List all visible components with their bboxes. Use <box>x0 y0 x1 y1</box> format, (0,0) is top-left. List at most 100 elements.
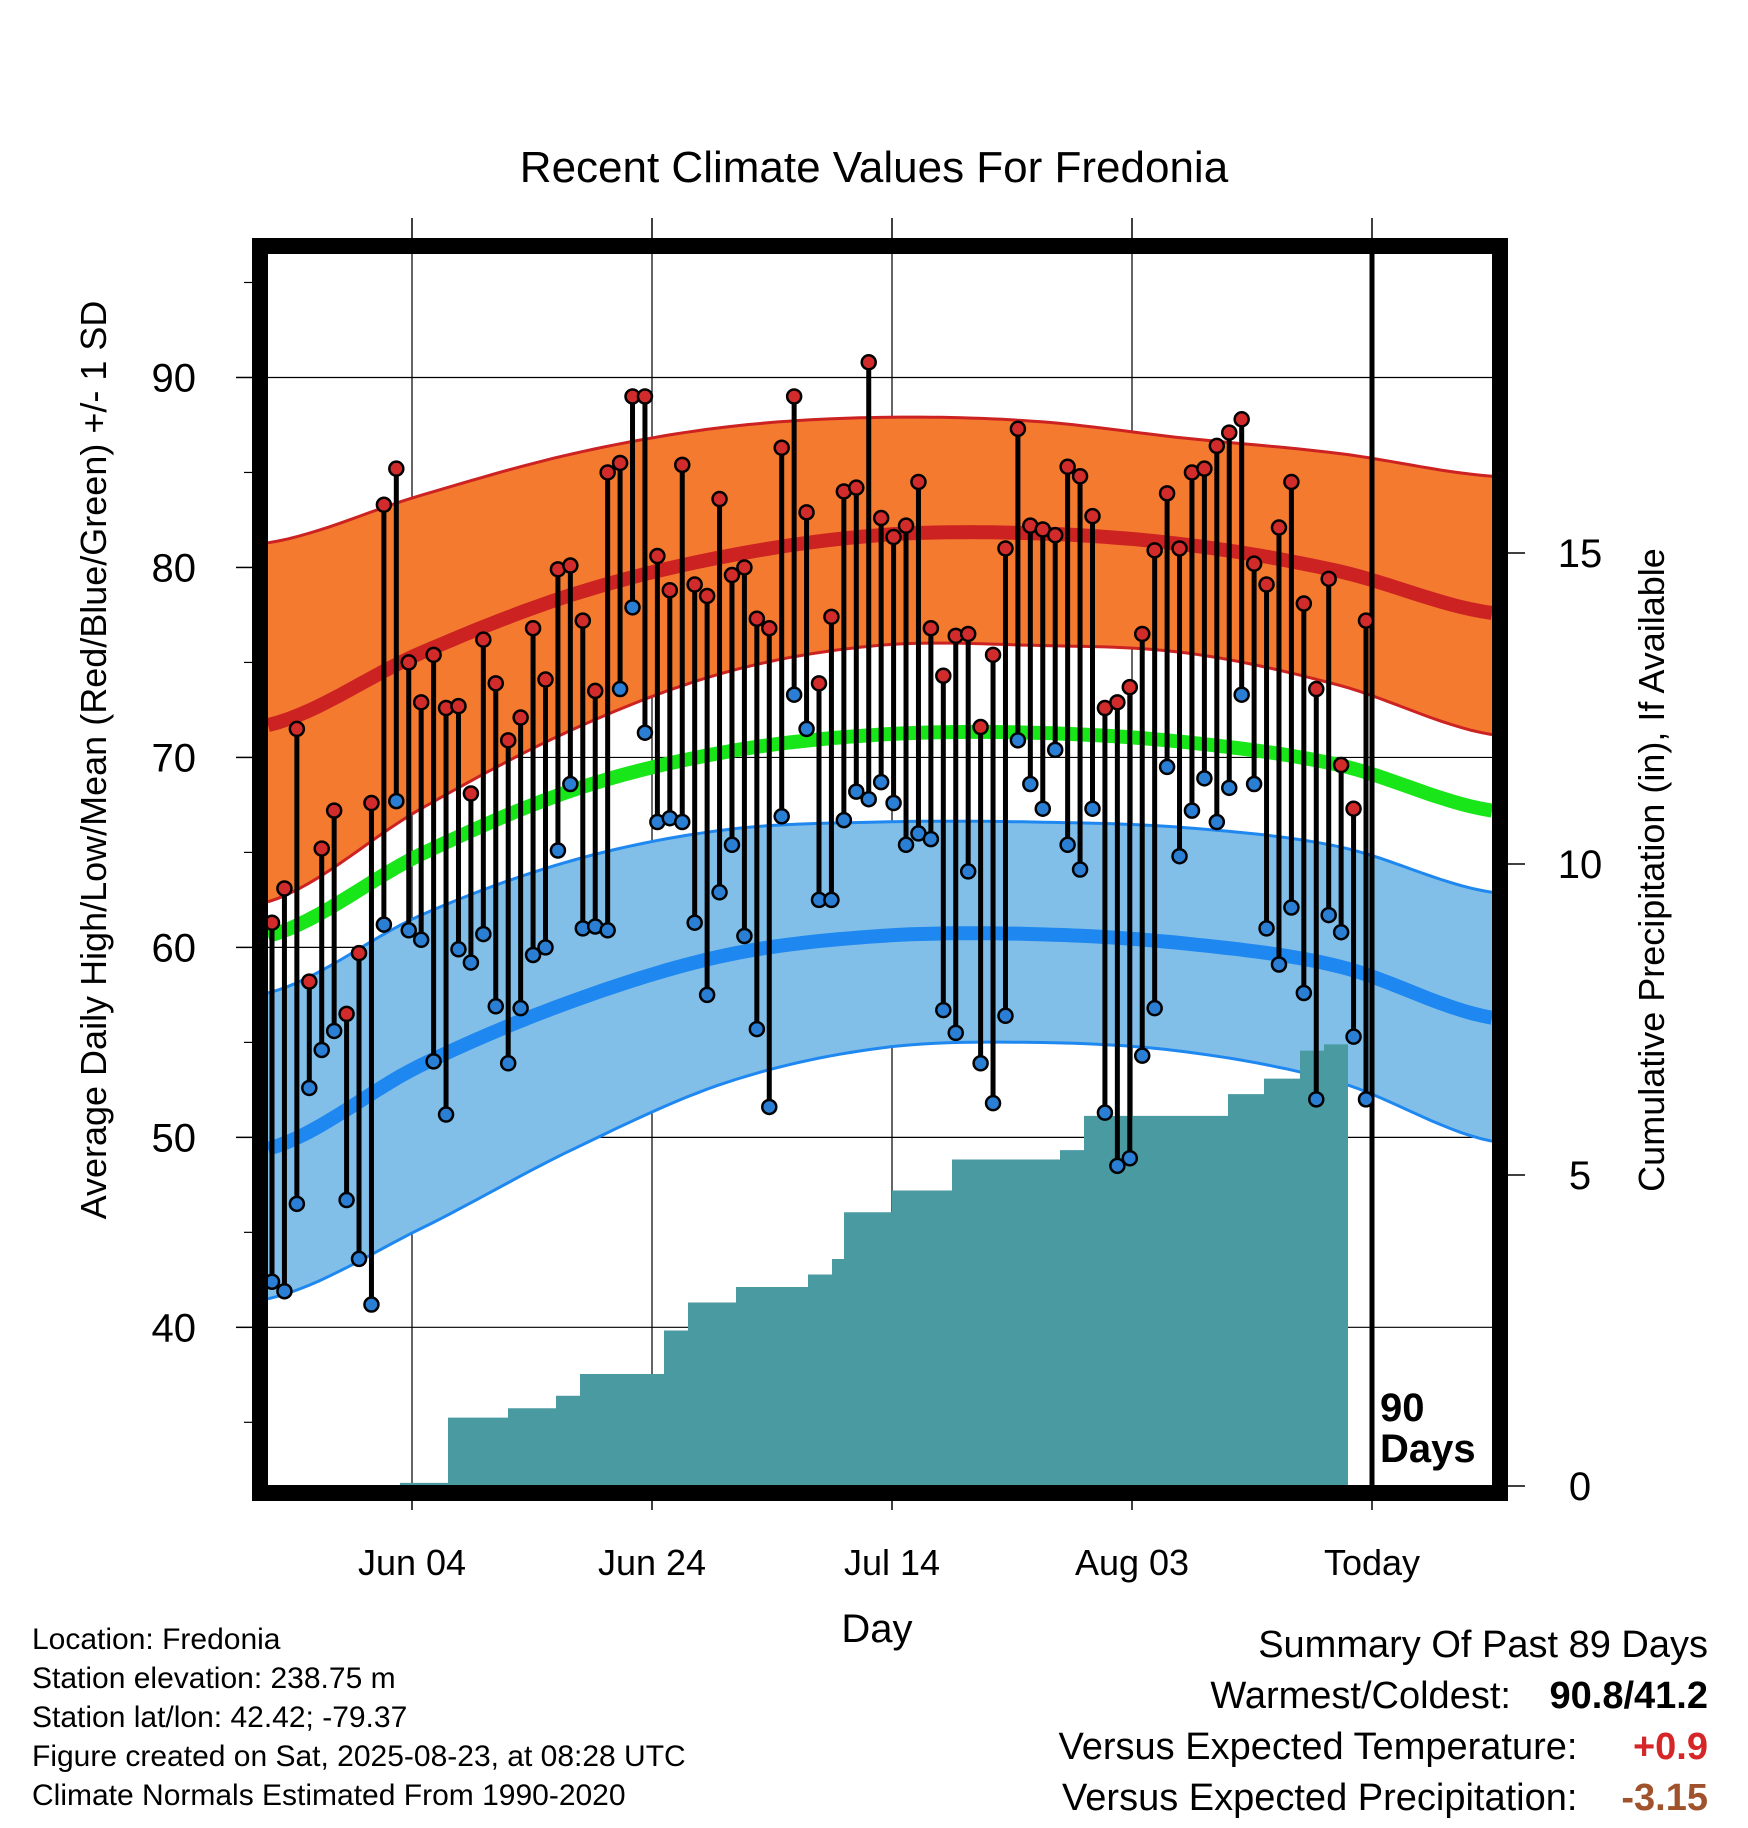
daily-low-point <box>1034 800 1052 817</box>
daily-high-point <box>400 654 417 671</box>
x-tick-label: Aug 03 <box>1075 1542 1189 1583</box>
daily-low-point <box>512 999 529 1017</box>
daily-high-point <box>1357 612 1375 629</box>
precipitation-departure-label: Versus Expected Precipitation: <box>1062 1777 1578 1819</box>
daily-low-point <box>1320 906 1337 924</box>
precipitation-area-fill <box>268 1044 1348 1486</box>
summary-heading: Summary Of Past 89 Days <box>1258 1624 1708 1666</box>
daily-high-point <box>636 388 654 405</box>
daily-high-point <box>1233 411 1250 428</box>
daily-high-point <box>1221 424 1238 441</box>
daily-low-point <box>785 686 803 703</box>
location-text: Location: Fredonia <box>32 1623 281 1656</box>
daily-high-point <box>848 479 865 496</box>
daily-range-bars <box>269 362 1369 1305</box>
daily-high-point <box>338 1005 355 1023</box>
daily-low-point <box>1096 1104 1114 1121</box>
daily-low-point <box>1121 1150 1139 1167</box>
daily-low-point <box>400 922 417 939</box>
daily-low-point <box>1258 920 1275 937</box>
daily-high-point <box>649 547 666 565</box>
daily-high-point <box>524 619 542 637</box>
daily-high-point <box>574 612 592 629</box>
y-tick-label: 50 <box>152 1116 197 1160</box>
daily-high-point <box>363 794 380 812</box>
daily-low-point <box>1345 1028 1362 1045</box>
daily-high-point <box>972 718 989 736</box>
right-tick-label: 0 <box>1569 1465 1591 1509</box>
daily-high-point <box>1121 678 1139 696</box>
daily-low-point <box>1245 775 1263 793</box>
x-tick-label: Jun 24 <box>598 1542 706 1583</box>
daily-high-point <box>686 576 703 593</box>
daily-low-point <box>375 916 393 933</box>
daily-high-point <box>1332 756 1350 774</box>
precipitation-area <box>268 1044 1348 1486</box>
daily-low-point <box>1221 779 1238 797</box>
y-axis-label-right: Cumulative Precipitation (in), If Availa… <box>1631 548 1672 1192</box>
daily-low-point <box>499 1055 517 1072</box>
daily-high-point <box>276 880 293 897</box>
daily-high-point <box>798 504 815 521</box>
daily-low-point <box>959 863 977 880</box>
daily-high-point <box>412 694 430 711</box>
daily-high-point <box>897 517 915 534</box>
daily-high-point <box>1133 625 1151 643</box>
daily-high-point <box>562 557 579 574</box>
y-tick-label: 90 <box>152 356 197 400</box>
daily-low-point <box>524 946 542 964</box>
daily-low-point <box>1171 847 1188 865</box>
normals-text: Climate Normals Estimated From 1990-2020 <box>32 1779 626 1812</box>
daily-low-point <box>1208 813 1226 831</box>
daily-high-point <box>1345 800 1362 817</box>
daily-low-point <box>288 1195 306 1213</box>
daily-high-point <box>475 631 492 648</box>
daily-low-point <box>885 794 902 812</box>
daily-high-point <box>810 675 828 692</box>
right-tick-label: 15 <box>1558 532 1603 576</box>
station-info: Location: Fredonia Station elevation: 23… <box>32 1620 686 1815</box>
daily-low-point <box>425 1053 442 1070</box>
daily-high-point <box>661 581 679 599</box>
daily-high-point <box>1171 540 1188 557</box>
daily-low-point <box>997 1007 1014 1025</box>
daily-low-point <box>363 1296 380 1313</box>
daily-low-point <box>1158 758 1176 776</box>
daily-high-point <box>537 671 554 688</box>
daily-high-point <box>1295 595 1313 612</box>
daily-low-point <box>872 773 890 791</box>
daily-low-point <box>1308 1091 1325 1108</box>
daily-high-point <box>1258 576 1275 593</box>
daily-low-point <box>1196 770 1213 787</box>
daily-low-point <box>636 724 654 741</box>
daily-low-point <box>276 1282 293 1300</box>
daily-high-point <box>723 566 741 584</box>
daily-low-point <box>412 931 430 949</box>
daily-low-point <box>748 1020 766 1038</box>
normal-high-band-upper-edge <box>267 415 1493 545</box>
daily-high-point <box>487 675 505 692</box>
temperature-departure-value: +0.9 <box>1632 1726 1708 1768</box>
daily-high-point <box>325 802 343 819</box>
daily-low-point <box>537 939 554 956</box>
daily-high-point <box>425 646 442 664</box>
daily-low-point <box>301 1079 318 1097</box>
today-marker-label-line1: 90 <box>1380 1386 1425 1430</box>
daily-low-point <box>736 927 753 945</box>
daily-high-point <box>599 464 616 481</box>
daily-low-point <box>1233 686 1250 703</box>
created-text: Figure created on Sat, 2025-08-23, at 08… <box>32 1740 686 1773</box>
daily-high-point <box>997 540 1014 557</box>
daily-low-point <box>860 790 877 808</box>
normal-low-line <box>265 926 1494 1156</box>
daily-low-point <box>935 1001 952 1019</box>
daily-low-point <box>1133 1047 1151 1064</box>
warmest-coldest-row: Warmest/Coldest: 90.8/41.2 <box>1059 1671 1708 1722</box>
daily-low-point <box>723 836 741 854</box>
warmest-coldest-value: 90.8/41.2 <box>1549 1675 1708 1717</box>
today-marker-label-line2: Days <box>1380 1427 1476 1471</box>
plot-frame <box>252 238 1508 1501</box>
daily-low-point <box>549 842 567 859</box>
daily-low-point <box>313 1041 330 1059</box>
daily-low-point <box>798 720 815 738</box>
